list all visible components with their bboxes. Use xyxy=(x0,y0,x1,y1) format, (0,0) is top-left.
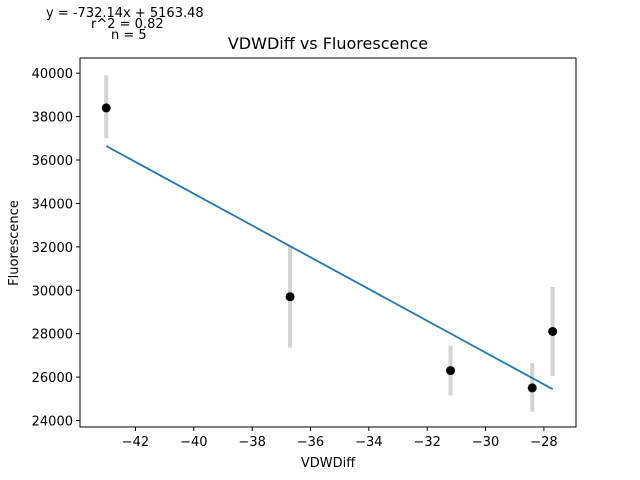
y-tick-label: 38000 xyxy=(32,111,73,126)
y-tick-label: 28000 xyxy=(32,328,73,343)
x-axis-label: VDWDiff xyxy=(301,456,356,471)
fit-line-layer xyxy=(105,145,554,390)
x-tick-label: −34 xyxy=(355,435,382,450)
data-point xyxy=(548,326,558,336)
y-tick-label: 34000 xyxy=(32,197,73,212)
y-tick-label: 24000 xyxy=(32,414,73,429)
x-tick-label: −38 xyxy=(238,435,265,450)
data-point xyxy=(446,366,456,376)
x-tick-label: −42 xyxy=(122,435,149,450)
data-point xyxy=(285,292,295,302)
x-tick-label: −28 xyxy=(530,435,557,450)
x-axis-ticks: −42 −40 −38 −36 −34 −32 −30 −28 xyxy=(122,427,558,450)
chart-title: VDWDiff vs Fluorescence xyxy=(228,34,428,53)
x-tick-label: −32 xyxy=(413,435,440,450)
regression-line xyxy=(105,145,554,390)
y-tick-label: 40000 xyxy=(32,67,73,82)
fit-equation-annotation: y = -732.14x + 5163.48 xyxy=(46,6,204,21)
data-point xyxy=(527,383,537,393)
data-point xyxy=(101,103,111,113)
y-tick-label: 30000 xyxy=(32,284,73,299)
plot-frame xyxy=(79,57,577,428)
y-tick-label: 36000 xyxy=(32,154,73,169)
y-axis-label: Fluorescence xyxy=(7,200,22,286)
n-annotation: n = 5 xyxy=(111,28,147,43)
x-tick-label: −40 xyxy=(180,435,207,450)
y-tick-label: 32000 xyxy=(32,241,73,256)
y-tick-label: 26000 xyxy=(32,371,73,386)
r-squared-annotation: r^2 = 0.82 xyxy=(91,17,164,32)
x-tick-label: −36 xyxy=(297,435,324,450)
x-tick-label: −30 xyxy=(472,435,499,450)
y-axis-ticks: 24000 26000 28000 30000 32000 34000 36000 38000… xyxy=(32,67,80,429)
point-layer xyxy=(101,103,558,393)
